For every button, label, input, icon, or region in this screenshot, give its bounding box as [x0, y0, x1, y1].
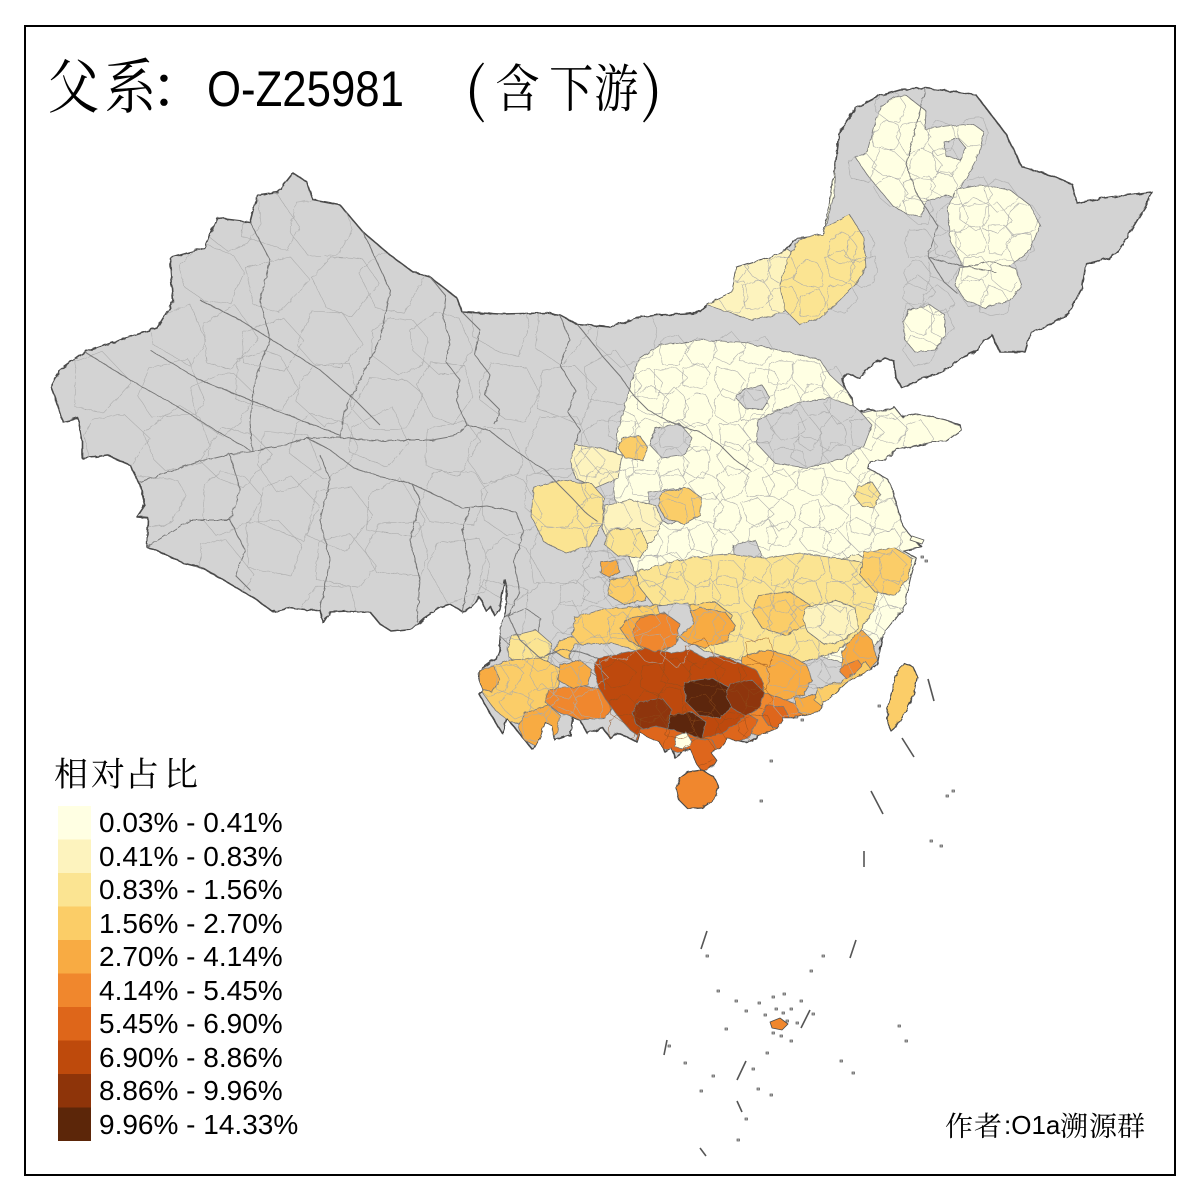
svg-text:9.96% - 14.33%: 9.96% - 14.33%: [99, 1109, 298, 1140]
svg-text:8.86% - 9.96%: 8.86% - 9.96%: [99, 1075, 283, 1106]
svg-text::O1a: :O1a: [1004, 1110, 1061, 1140]
svg-text:4.14% - 5.45%: 4.14% - 5.45%: [99, 975, 283, 1006]
svg-text:O-Z25981: O-Z25981: [207, 60, 404, 116]
svg-text:1.56% - 2.70%: 1.56% - 2.70%: [99, 908, 283, 939]
svg-text:0.83% - 1.56%: 0.83% - 1.56%: [99, 874, 283, 905]
svg-text:2.70% - 4.14%: 2.70% - 4.14%: [99, 941, 283, 972]
svg-text:0.41% - 0.83%: 0.41% - 0.83%: [99, 841, 283, 872]
svg-text:5.45% - 6.90%: 5.45% - 6.90%: [99, 1008, 283, 1039]
svg-text:6.90% - 8.86%: 6.90% - 8.86%: [99, 1042, 283, 1073]
svg-text:0.03% - 0.41%: 0.03% - 0.41%: [99, 807, 283, 838]
